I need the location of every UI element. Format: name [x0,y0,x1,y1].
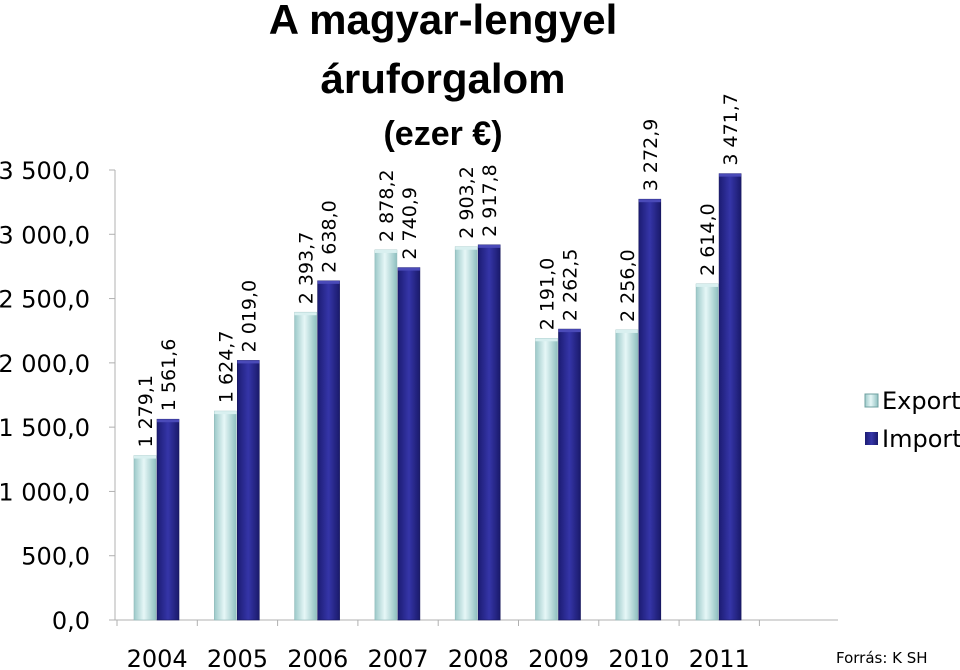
data-label-import-2004: 1 561,6 [158,339,180,412]
data-label-import-2007: 2 740,9 [399,187,421,260]
bar-top-import-2009 [558,329,581,333]
bar-top-export-2008 [455,246,478,250]
data-label-import-2009: 2 262,5 [560,249,582,322]
legend-swatch-export [864,393,879,408]
y-tick-label: 1 500,0 [0,414,90,442]
bar-import-2010 [638,198,662,621]
chart-subtitle: (ezer €) [383,115,502,153]
bar-export-2008 [454,246,478,621]
bar-export-2004 [133,455,157,621]
legend: Export Import [864,387,960,453]
data-label-export-2008: 2 903,2 [456,166,478,239]
bar-export-2007 [374,249,398,621]
bar-top-export-2006 [294,312,317,316]
bar-export-2005 [214,410,237,621]
bar-import-2007 [397,267,421,621]
y-tick-label: 3 500,0 [0,157,90,185]
bar-import-2005 [237,360,260,621]
bar-export-2009 [535,337,558,621]
x-tick-label: 2004 [127,645,188,670]
y-tick-label: 0,0 [52,607,90,635]
data-label-import-2006: 2 638,0 [319,200,341,273]
bar-top-import-2011 [719,173,742,177]
x-tick-label: 2010 [608,645,669,670]
x-tick-label: 2008 [448,645,509,670]
bar-top-import-2010 [638,199,661,203]
data-label-export-2011: 2 614,0 [697,203,719,276]
bar-top-export-2009 [535,338,558,342]
x-tick-label: 2011 [689,645,750,670]
bar-top-import-2007 [397,267,420,271]
bar-import-2006 [317,280,340,621]
x-tick-label: 2005 [207,645,268,670]
bar-top-export-2007 [374,249,397,253]
data-labels: 1 279,11 561,6 1 624,72 019,0 2 393,7 2 638… [135,93,742,447]
bar-top-export-2005 [214,411,237,415]
data-label-import-2008: 2 917,8 [479,164,501,237]
bar-export-2006 [294,311,317,621]
bar-export-2011 [695,283,719,621]
bar-top-import-2005 [237,360,260,364]
bar-top-import-2008 [478,244,501,248]
legend-label-export: Export [882,387,960,415]
data-label-export-2006: 2 393,7 [296,232,318,305]
bar-import-2011 [718,173,742,621]
chart-title-line-2: áruforgalom [320,55,565,102]
bar-import-2004 [156,418,180,621]
bar-top-import-2004 [157,419,179,423]
bar-top-export-2004 [134,455,156,459]
data-label-export-2010: 2 256,0 [617,249,639,322]
data-label-import-2010: 3 272,9 [640,119,662,192]
chart-title-line-1: A magyar-lengyel [269,0,618,43]
y-tick-label: 2 000,0 [0,350,90,378]
source-note: Forrás: K SH [836,649,928,667]
bar-import-2009 [558,328,581,621]
data-label-import-2005: 2 019,0 [238,280,260,353]
y-tick-label: 2 500,0 [0,286,90,314]
bar-top-export-2010 [615,329,638,333]
data-label-export-2005: 1 624,7 [215,331,237,404]
bar-top-export-2011 [696,283,719,287]
bar-top-import-2006 [317,280,340,284]
legend-swatch-import [865,432,878,445]
data-label-export-2007: 2 878,2 [376,169,398,242]
data-label-import-2011: 3 471,7 [720,93,742,166]
y-tick-label: 1 000,0 [0,478,90,506]
bar-import-2008 [477,244,501,621]
y-axis: 0,0 500,0 1 000,0 1 500,0 2 000,0 2 500,0 3 00… [0,157,116,635]
x-axis: 2004 2005 2006 2007 2008 2009 2010 2011 [115,619,838,670]
bar-export-2010 [615,329,639,621]
legend-label-import: Import [882,425,960,453]
data-label-export-2009: 2 191,0 [537,258,559,331]
bars [133,173,742,621]
y-tick-label: 3 000,0 [0,221,90,249]
x-tick-label: 2007 [368,645,429,670]
data-label-export-2004: 1 279,1 [135,375,157,448]
y-tick-label: 500,0 [21,543,90,571]
x-tick-label: 2006 [287,645,348,670]
x-tick-label: 2009 [528,645,589,670]
